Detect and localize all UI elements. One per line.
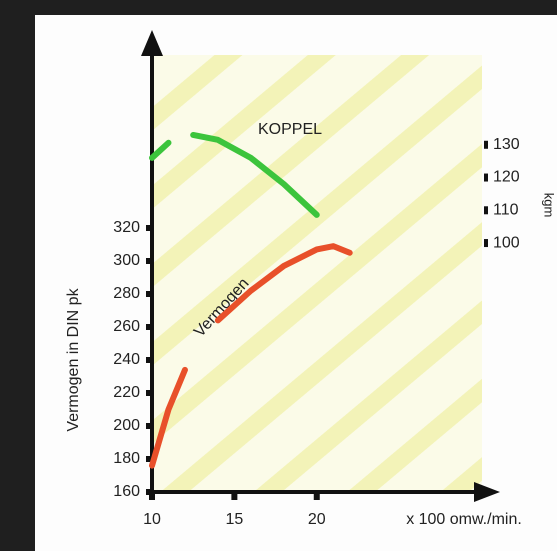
y-tick-label: 220	[113, 384, 140, 401]
annotation: KOPPEL	[258, 121, 322, 138]
x-tick	[231, 492, 238, 500]
y-tick-label: 280	[113, 285, 140, 302]
y2-tick-label: 130	[493, 136, 520, 153]
plot-background	[152, 55, 482, 492]
y-tick-label: 320	[113, 219, 140, 236]
y2-tick	[484, 239, 488, 248]
y-tick	[146, 324, 152, 330]
y-tick	[146, 390, 152, 396]
x-tick	[149, 492, 155, 500]
y-tick	[146, 456, 152, 462]
y2-tick	[484, 206, 488, 215]
y-tick	[146, 258, 152, 264]
y-tick-label: 180	[113, 450, 140, 467]
y-tick-label: 200	[113, 417, 140, 434]
y-axis-label: Vermogen in DIN pk	[65, 287, 82, 431]
y2-axis-label: kgm	[542, 193, 557, 218]
x-tick-label: 10	[143, 511, 161, 528]
y2-tick-label: 120	[493, 169, 520, 186]
y-tick-label: 300	[113, 252, 140, 269]
y-tick	[146, 225, 152, 231]
x-axis-label: x 100 omw./min.	[406, 511, 522, 528]
x-tick-label: 15	[225, 511, 243, 528]
y-tick	[146, 423, 152, 429]
y-arrow	[141, 30, 163, 56]
line-series	[149, 243, 353, 469]
y-tick	[146, 357, 152, 363]
x-tick-label: 20	[308, 511, 326, 528]
y-tick-label: 240	[113, 351, 140, 368]
y2-tick-label: 110	[493, 202, 519, 219]
x-tick	[313, 492, 320, 500]
y-tick	[146, 291, 152, 297]
y-tick-label: 260	[113, 318, 140, 335]
x-arrow	[474, 482, 500, 502]
y2-tick	[484, 173, 488, 182]
y2-tick-label: 100	[493, 234, 520, 251]
y-tick-label: 160	[113, 483, 140, 500]
y2-tick	[484, 140, 488, 149]
